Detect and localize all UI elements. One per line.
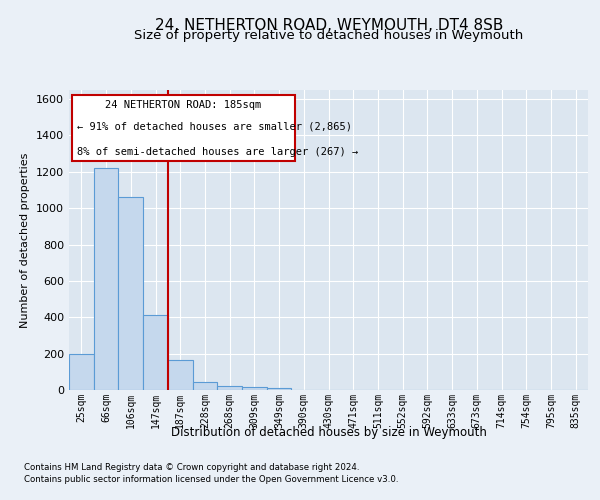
Bar	[94, 168, 118, 390]
Bar	[217, 386, 242, 390]
FancyBboxPatch shape	[71, 94, 295, 160]
Bar	[168, 360, 193, 390]
Bar	[143, 314, 168, 390]
Bar	[242, 388, 267, 390]
Bar	[193, 382, 217, 390]
Text: Distribution of detached houses by size in Weymouth: Distribution of detached houses by size …	[171, 426, 487, 439]
Text: 24 NETHERTON ROAD: 185sqm: 24 NETHERTON ROAD: 185sqm	[105, 100, 262, 110]
Bar	[118, 198, 143, 390]
Text: Contains public sector information licensed under the Open Government Licence v3: Contains public sector information licen…	[24, 475, 398, 484]
Text: Size of property relative to detached houses in Weymouth: Size of property relative to detached ho…	[134, 29, 523, 42]
Bar	[267, 388, 292, 390]
Y-axis label: Number of detached properties: Number of detached properties	[20, 152, 31, 328]
Text: Contains HM Land Registry data © Crown copyright and database right 2024.: Contains HM Land Registry data © Crown c…	[24, 464, 359, 472]
Bar	[69, 354, 94, 390]
Text: ← 91% of detached houses are smaller (2,865): ← 91% of detached houses are smaller (2,…	[77, 122, 352, 132]
Text: 8% of semi-detached houses are larger (267) →: 8% of semi-detached houses are larger (2…	[77, 147, 358, 157]
Text: 24, NETHERTON ROAD, WEYMOUTH, DT4 8SB: 24, NETHERTON ROAD, WEYMOUTH, DT4 8SB	[155, 18, 503, 32]
